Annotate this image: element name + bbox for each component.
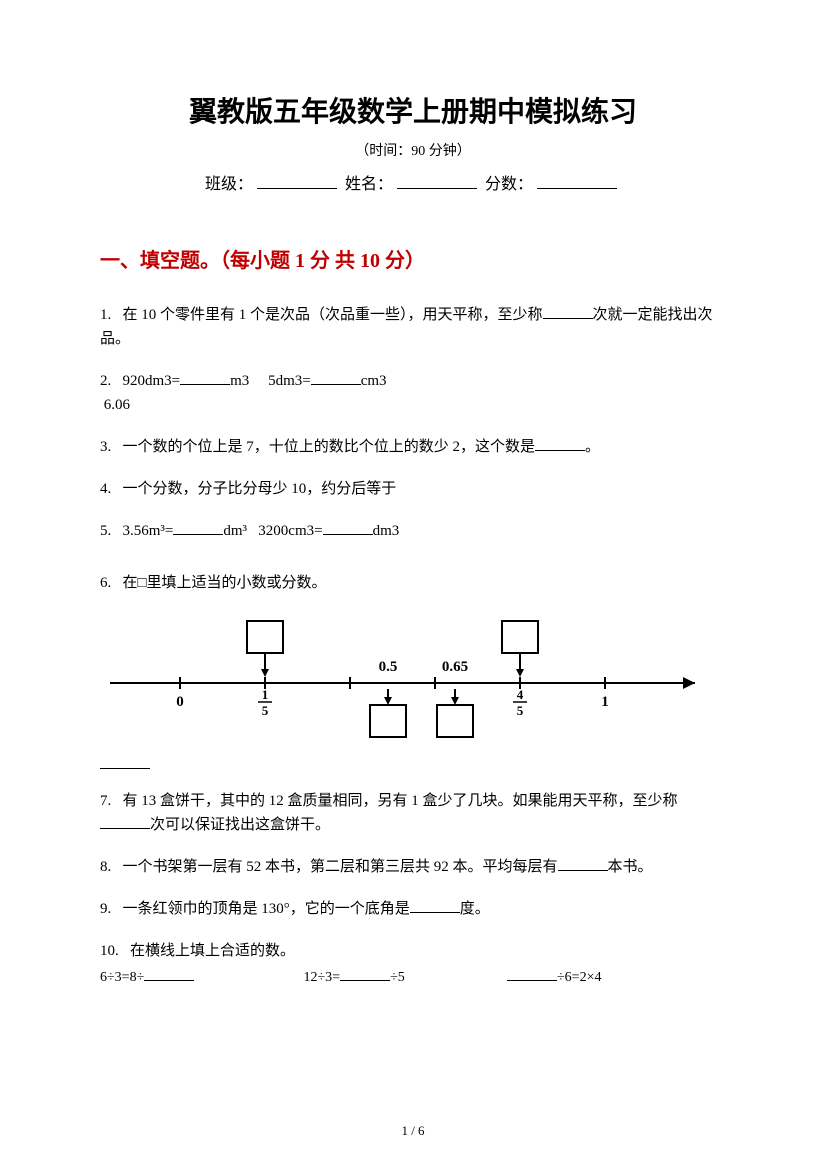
nl-half: 0.5 — [379, 659, 398, 675]
q10-a1: 6÷3=8÷ — [100, 970, 144, 985]
q8-num: 8. — [100, 859, 111, 875]
q3-text-a: 一个数的个位上是 7，十位上的数比个位上的数少 2，这个数是 — [123, 439, 536, 455]
name-blank — [397, 188, 477, 189]
q9-text-b: 度。 — [460, 901, 490, 917]
question-3: 3. 一个数的个位上是 7，十位上的数比个位上的数少 2，这个数是 。 — [100, 435, 726, 459]
class-blank — [257, 188, 337, 189]
nl-onefifth-n: 1 — [262, 687, 269, 702]
q5-blank2 — [323, 521, 373, 535]
q5-text-b: dm³ — [223, 523, 247, 539]
q6-answer-blank — [100, 755, 726, 789]
section-1-title: 一、填空题。（每小题 1 分 共 10 分） — [100, 244, 726, 273]
nl-box-2 — [502, 621, 538, 653]
number-line-diagram: 0 1 5 4 5 1 0.5 0.65 — [100, 613, 726, 743]
q1-num: 1. — [100, 307, 111, 323]
q10-text: 在横线上填上合适的数。 — [130, 943, 295, 959]
q2-num: 2. — [100, 373, 111, 389]
q3-num: 3. — [100, 439, 111, 455]
info-line: 班级： 姓名： 分数： — [100, 170, 726, 194]
q10-c1: ÷6=2×4 — [557, 970, 601, 985]
question-8: 8. 一个书架第一层有 52 本书，第二层和第三层共 92 本。平均每层有 本书。 — [100, 855, 726, 879]
nl-onefifth-d: 5 — [262, 703, 269, 718]
score-blank — [537, 188, 617, 189]
nl-fourfifth-d: 5 — [517, 703, 524, 718]
q5-text-c: 3200cm3= — [258, 523, 322, 539]
nl-box-1 — [247, 621, 283, 653]
q8-blank — [558, 857, 608, 871]
q7-text-b: 次可以保证找出这盒饼干。 — [150, 817, 330, 833]
question-5: 5. 3.56m³= dm³ 3200cm3= dm3 — [100, 519, 726, 543]
q1-blank — [543, 305, 593, 319]
q9-blank — [410, 899, 460, 913]
nl-box-3 — [370, 705, 406, 737]
q5-num: 5. — [100, 523, 111, 539]
page-number: 1 / 6 — [401, 1123, 424, 1139]
q5-blank1 — [173, 521, 223, 535]
q9-text-a: 一条红领巾的顶角是 130°，它的一个底角是 — [123, 901, 410, 917]
question-10: 10. 在横线上填上合适的数。 — [100, 939, 726, 963]
q10-blank-b — [340, 967, 390, 981]
q2-text-b: m3 — [230, 373, 249, 389]
nl-fourfifth-n: 4 — [517, 687, 524, 702]
q5-text-d: dm3 — [373, 523, 400, 539]
question-4: 4. 一个分数，分子比分母少 10，约分后等于 — [100, 477, 726, 501]
nl-box-4 — [437, 705, 473, 737]
q10-b2: ÷5 — [390, 970, 405, 985]
class-label: 班级： — [205, 176, 253, 193]
q6-text: 在□里填上适当的小数或分数。 — [123, 575, 327, 591]
name-label: 姓名： — [345, 176, 393, 193]
q8-text-a: 一个书架第一层有 52 本书，第二层和第三层共 92 本。平均每层有 — [123, 859, 558, 875]
q8-text-b: 本书。 — [608, 859, 653, 875]
q9-num: 9. — [100, 901, 111, 917]
question-6: 6. 在□里填上适当的小数或分数。 — [100, 571, 726, 595]
q7-num: 7. — [100, 793, 111, 809]
question-10-parts: 6÷3=8÷ 12÷3= ÷5 ÷6=2×4 — [100, 967, 726, 986]
q10-num: 10. — [100, 943, 119, 959]
q2-blank2 — [311, 371, 361, 385]
q5-text-a: 3.56m³= — [123, 523, 174, 539]
q7-text-a: 有 13 盒饼干，其中的 12 盒质量相同，另有 1 盒少了几块。如果能用天平称… — [123, 793, 678, 809]
q3-text-b: 。 — [585, 439, 600, 455]
nl-zero: 0 — [176, 694, 184, 710]
q10-blank-c — [507, 967, 557, 981]
question-9: 9. 一条红领巾的顶角是 130°，它的一个底角是 度。 — [100, 897, 726, 921]
q2-text-e: 6.06 — [104, 397, 130, 413]
q2-text-c: 5dm3= — [268, 373, 311, 389]
number-line-svg: 0 1 5 4 5 1 0.5 0.65 — [100, 613, 710, 743]
q2-text-d: cm3 — [361, 373, 387, 389]
q3-blank — [535, 437, 585, 451]
score-label: 分数： — [485, 176, 533, 193]
subtitle: （时间：90 分钟） — [100, 140, 726, 160]
q4-num: 4. — [100, 481, 111, 497]
nl-p65: 0.65 — [442, 659, 468, 675]
q6-num: 6. — [100, 575, 111, 591]
q4-text: 一个分数，分子比分母少 10，约分后等于 — [123, 481, 397, 497]
question-2: 2. 920dm3= m3 5dm3= cm3 6.06 — [100, 369, 726, 417]
nl-one: 1 — [601, 694, 609, 710]
q7-blank — [100, 815, 150, 829]
q10-blank-a — [144, 967, 194, 981]
question-7: 7. 有 13 盒饼干，其中的 12 盒质量相同，另有 1 盒少了几块。如果能用… — [100, 789, 726, 837]
page-title: 翼教版五年级数学上册期中模拟练习 — [100, 90, 726, 130]
question-1: 1. 在 10 个零件里有 1 个是次品（次品重一些），用天平称，至少称次就一定… — [100, 303, 726, 351]
q10-b1: 12÷3= — [304, 970, 341, 985]
q1-text-a: 在 10 个零件里有 1 个是次品（次品重一些），用天平称，至少称 — [123, 307, 543, 323]
q2-blank1 — [180, 371, 230, 385]
q2-text-a: 920dm3= — [123, 373, 181, 389]
